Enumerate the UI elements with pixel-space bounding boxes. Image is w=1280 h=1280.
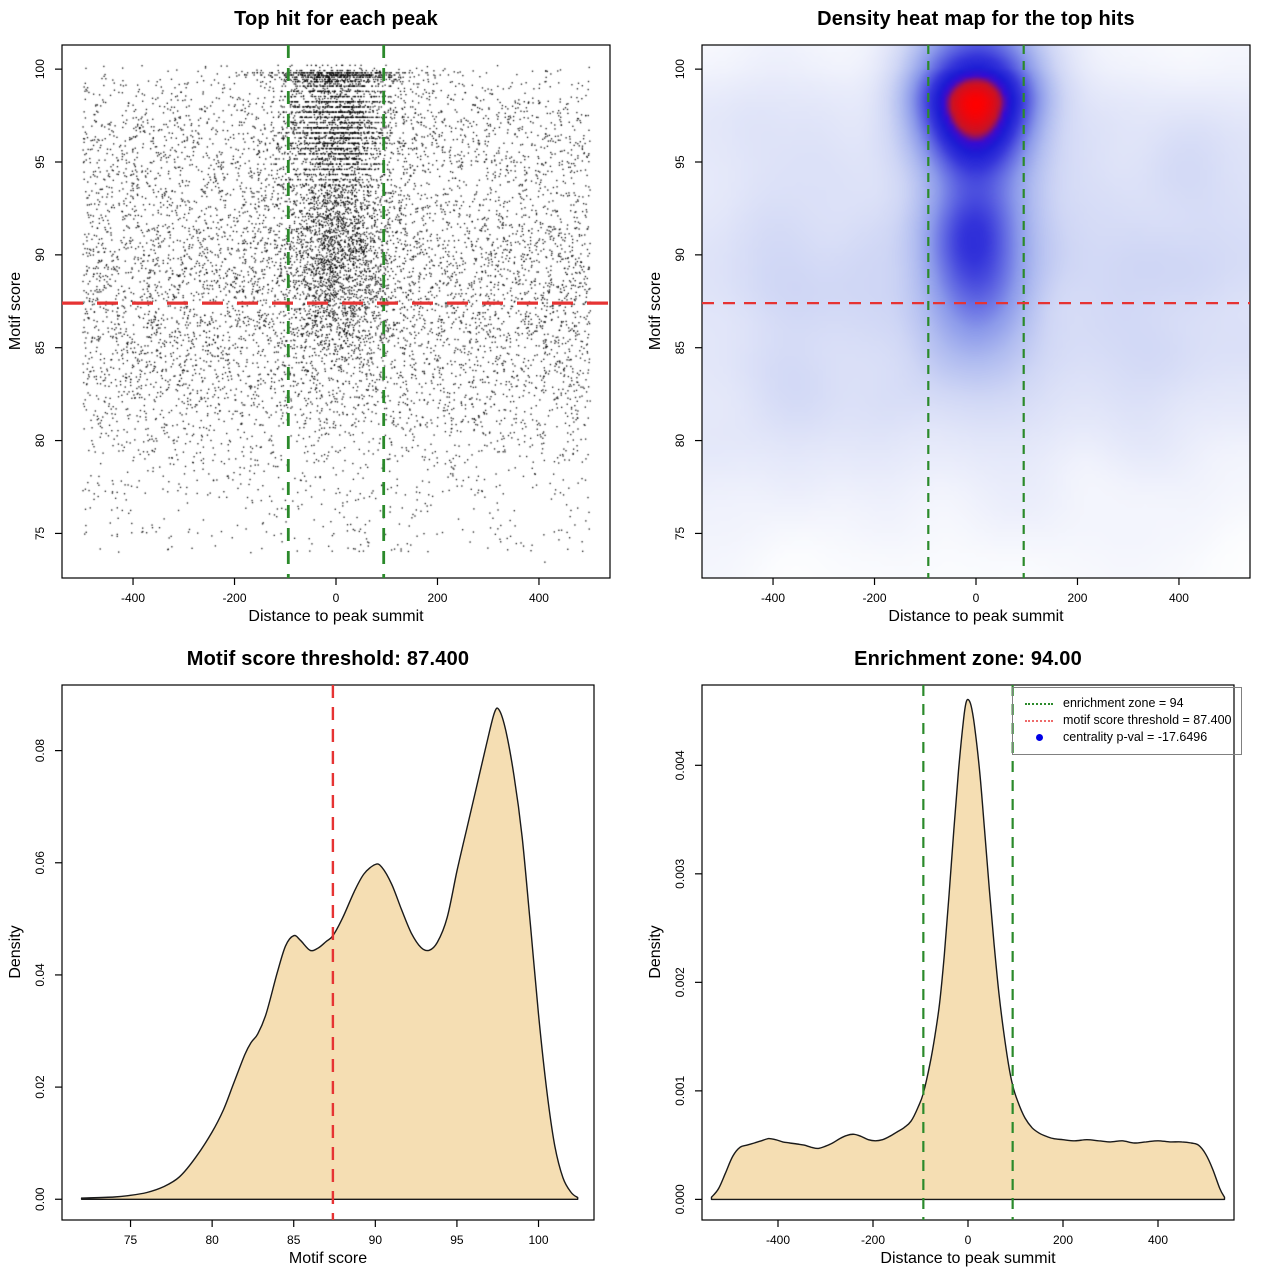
- x-tick-label: -200: [223, 591, 247, 605]
- x-tick-label: 0: [965, 1233, 972, 1247]
- motif-threshold-line-icon: [1025, 719, 1053, 722]
- plot-box: [61, 684, 595, 1221]
- x-tick-label: 400: [1148, 1233, 1168, 1247]
- distance-density-plot-svg: -400 -200 0 200 400 0.000 0.001 0.002 0.003 0.004: [673, 684, 1235, 1247]
- x-tick-label: 400: [529, 591, 549, 605]
- y-tick-label: 0.06: [33, 851, 47, 875]
- x-tick-label: 0: [333, 591, 340, 605]
- x-tick-label: 0: [973, 591, 980, 605]
- y-tick-label: 100: [33, 59, 47, 79]
- scatter-title: Top hit for each peak: [234, 8, 438, 30]
- score-density-title: Motif score threshold: 87.400: [186, 648, 470, 670]
- y-tick-label: 95: [673, 155, 687, 169]
- x-tick-label: -400: [766, 1233, 790, 1247]
- score-density-ylabel: Density: [7, 925, 24, 979]
- x-tick-label: 80: [205, 1233, 219, 1247]
- y-tick-label: 0.08: [33, 739, 47, 763]
- y-tick-label: 0.02: [33, 1075, 47, 1099]
- y-tick-label: 85: [33, 341, 47, 355]
- centrality-pval-dot-icon: [1035, 734, 1043, 741]
- heatmap-title: Density heat map for the top hits: [817, 8, 1135, 30]
- x-tick-label: 100: [528, 1233, 548, 1247]
- x-tick-label: 200: [1053, 1233, 1073, 1247]
- y-tick-label: 90: [33, 248, 47, 262]
- x-tick-label: -400: [121, 591, 145, 605]
- legend-item-pvalue: centrality p-val = -17.6496: [1019, 729, 1235, 746]
- y-tick-label: 100: [673, 59, 687, 79]
- y-tick-label: 95: [33, 155, 47, 169]
- density-curve: [80, 707, 579, 1200]
- distance-density-title: Enrichment zone: 94.00: [854, 648, 1082, 670]
- distance-density-ylabel: Density: [647, 925, 664, 979]
- heatmap-ylabel: Motif score: [647, 271, 664, 351]
- y-tick-label: 0.001: [673, 1076, 687, 1106]
- scatter-xlabel: Distance to peak summit: [248, 608, 424, 625]
- legend-item-enrichment-zone: enrichment zone = 94: [1019, 695, 1235, 712]
- density-curve: [710, 698, 1226, 1201]
- y-tick-label: 0.003: [673, 858, 687, 888]
- y-tick-label: 80: [33, 434, 47, 448]
- y-tick-label: 0.00: [33, 1187, 47, 1211]
- legend-item-threshold: motif score threshold = 87.400: [1019, 712, 1235, 729]
- x-tick-label: -200: [861, 1233, 885, 1247]
- scatter-plot-svg: -400 -200 0 200 400 75 80 85 90 95 100: [33, 44, 611, 605]
- legend-label-threshold: motif score threshold = 87.400: [1063, 713, 1232, 727]
- legend-label-enrichment-zone: enrichment zone = 94: [1063, 696, 1184, 710]
- y-tick-label: 75: [33, 526, 47, 540]
- x-tick-label: 95: [450, 1233, 464, 1247]
- x-tick-label: 85: [287, 1233, 301, 1247]
- legend: enrichment zone = 94 motif score thresho…: [1012, 687, 1242, 755]
- heatmap-xlabel: Distance to peak summit: [888, 608, 1064, 625]
- x-tick-label: 200: [427, 591, 447, 605]
- y-tick-label: 0.04: [33, 963, 47, 987]
- distance-density-xlabel: Distance to peak summit: [880, 1250, 1056, 1267]
- y-tick-label: 0.000: [673, 1184, 687, 1214]
- x-tick-label: 400: [1169, 591, 1189, 605]
- x-tick-label: -200: [863, 591, 887, 605]
- heatmap-plot-svg: -400 -200 0 200 400 75 80 85 90 95 100: [673, 44, 1251, 605]
- x-tick-label: 90: [369, 1233, 383, 1247]
- scatter-panel: -400 -200 0 200 400 75 80 85 90 95 100 Top hit for…: [0, 0, 640, 640]
- heatmap-panel: -400 -200 0 200 400 75 80 85 90 95 100 Density hea…: [640, 0, 1280, 640]
- legend-label-pvalue: centrality p-val = -17.6496: [1063, 730, 1208, 744]
- scatter-ylabel: Motif score: [7, 271, 24, 351]
- distance-density-panel: -400 -200 0 200 400 0.000 0.001 0.002 0.003 0.004…: [640, 640, 1280, 1280]
- x-tick-label: 200: [1067, 591, 1087, 605]
- plot-box: [61, 44, 611, 579]
- x-tick-label: 75: [124, 1233, 138, 1247]
- heatmap-density-canvas: [640, 0, 1280, 640]
- score-density-plot-svg: 75 80 85 90 95 100 0.00 0.02 0.04 0.06 0.08: [33, 684, 595, 1247]
- pvalue-dot-wrap: [1025, 734, 1053, 741]
- y-tick-label: 85: [673, 341, 687, 355]
- y-tick-label: 90: [673, 248, 687, 262]
- score-density-panel: 75 80 85 90 95 100 0.00 0.02 0.04 0.06 0.08 Motif …: [0, 640, 640, 1280]
- plot-box: [701, 44, 1251, 579]
- y-tick-label: 80: [673, 434, 687, 448]
- y-tick-label: 75: [673, 526, 687, 540]
- score-density-xlabel: Motif score: [288, 1250, 368, 1267]
- enrichment-zone-line-icon: [1025, 702, 1053, 705]
- y-tick-label: 0.002: [673, 967, 687, 997]
- scatter-points-canvas: [0, 0, 640, 640]
- x-tick-label: -400: [761, 591, 785, 605]
- y-tick-label: 0.004: [673, 750, 687, 780]
